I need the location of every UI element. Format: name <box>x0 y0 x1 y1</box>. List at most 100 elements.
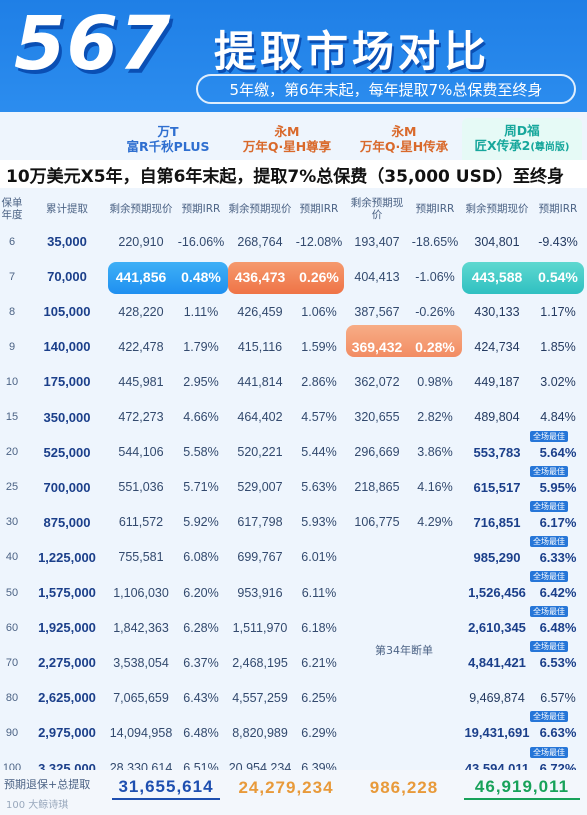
scenario-banner: 10万美元X5年，自第6年末起，提取7%总保费（35,000 USD）至终身 <box>0 160 587 188</box>
column-header-3-line2: 万年Q·星H传承 <box>359 139 449 154</box>
cell-cum: 105,000 <box>43 304 91 320</box>
cell-cum: 1,575,000 <box>38 585 96 600</box>
cell-year: 20 <box>5 446 19 459</box>
column-header-3-line1: 永M <box>391 124 417 139</box>
cell-cum: 35,000 <box>47 234 87 249</box>
cell-v2: 953,916 <box>237 585 283 600</box>
th-year: 保单年度 <box>1 197 23 221</box>
cell-v4: 19,431,691 <box>464 725 530 741</box>
cell-i1: 5.58% <box>183 445 219 460</box>
column-header-4: 周D福 匠X传承2(尊尚版) <box>462 118 582 160</box>
cell-i1: 1.11% <box>183 304 219 319</box>
best-badge: 全场最佳 <box>530 430 568 442</box>
cell-v2: 2,468,195 <box>232 655 288 670</box>
cell-v1: 445,981 <box>118 374 164 389</box>
cell-i2: 6.21% <box>301 655 337 670</box>
cell-i2: 5.63% <box>301 480 337 495</box>
lapse-note: 第34年断单 <box>375 644 433 657</box>
cell-i1: 5.92% <box>183 515 219 530</box>
column-header-3: 永M 万年Q·星H传承 <box>346 118 462 160</box>
cell-v3: 387,567 <box>354 304 400 319</box>
best-badge: 全场最佳 <box>530 535 568 547</box>
cell-v2: 617,798 <box>237 515 283 530</box>
cell-v3: 404,413 <box>354 269 400 284</box>
cell-i4: 1.85% <box>540 339 576 354</box>
cell-cum: 1,925,000 <box>38 620 96 636</box>
cell-year: 40 <box>5 551 19 564</box>
cell-i3: 0.98% <box>417 374 453 389</box>
footer-total-3: 986,228 <box>369 778 439 797</box>
cell-v1: 472,273 <box>118 410 164 424</box>
comparison-panel <box>0 112 587 815</box>
cell-v3: 320,655 <box>354 410 400 424</box>
cell-v2: 436,473 <box>234 268 286 285</box>
highlight-col2-year7 <box>228 262 344 294</box>
th-irr-1: 预期IRR <box>181 203 221 215</box>
cell-i1: 6.43% <box>183 690 219 705</box>
cell-cum: 2,275,000 <box>38 655 96 671</box>
table-row: 30 875,000 611,572 5.92% 617,798 5.93% 106,775… <box>0 500 587 540</box>
cell-i3: -0.26% <box>415 304 455 319</box>
cell-i4: 6.42% <box>539 585 577 600</box>
cell-v3: 296,669 <box>354 445 400 460</box>
cell-cum: 875,000 <box>43 514 91 530</box>
th-value-3: 剩余预期现价 <box>350 197 404 221</box>
highlight-col3-year9 <box>346 325 462 357</box>
cell-v2: 415,116 <box>237 339 283 354</box>
cell-v1: 1,106,030 <box>113 585 169 600</box>
cell-v1: 1,842,363 <box>113 620 169 635</box>
column-header-4-tag: (尊尚版) <box>530 142 570 153</box>
cell-year: 7 <box>8 270 16 283</box>
cell-v1: 428,220 <box>118 304 164 319</box>
table-row: 25 700,000 551,036 5.71% 529,007 5.63% 218,865… <box>0 465 587 505</box>
cell-i1: 6.28% <box>183 620 219 635</box>
cell-year: 60 <box>5 621 19 634</box>
footer-totals <box>0 770 587 815</box>
cell-year: 30 <box>5 516 19 529</box>
cell-i4: 5.95% <box>539 479 577 495</box>
th-cumulative: 累计提取 <box>46 203 88 215</box>
cell-i2: 4.57% <box>301 410 337 424</box>
cell-i3: 3.86% <box>417 445 453 460</box>
cell-v4: 553,783 <box>473 444 521 460</box>
cell-cum: 70,000 <box>47 269 87 285</box>
table-row: 10 175,000 445,981 2.95% 441,814 2.86% 362,072… <box>0 364 587 399</box>
header-big-number: 567 <box>14 1 172 87</box>
th-value-4: 剩余预期现价 <box>465 203 529 215</box>
cell-v4: 1,526,456 <box>468 585 526 600</box>
cell-i3 <box>408 680 462 715</box>
best-badge: 全场最佳 <box>530 465 568 477</box>
cell-v4: 443,588 <box>471 268 523 285</box>
watermark-text: 大鲸诗琪 <box>28 800 69 811</box>
th-irr-2: 预期IRR <box>299 203 339 215</box>
cell-i1: 1.79% <box>183 339 219 354</box>
cell-v1: 441,856 <box>115 268 167 285</box>
footer-total-1: 31,655,614 <box>112 776 220 800</box>
column-header-4-line2: 匠X传承2(尊尚版) <box>475 138 570 155</box>
footer-label-line1: 预期退保+总提取 <box>4 778 91 791</box>
cell-i3 <box>408 575 462 610</box>
cell-v2: 4,557,259 <box>232 690 288 705</box>
cell-year: 80 <box>5 691 19 704</box>
cell-v2: 268,764 <box>237 234 283 249</box>
cell-i1: 4.66% <box>183 410 219 424</box>
cell-i4: 6.57% <box>540 690 576 705</box>
cell-cum: 175,000 <box>43 374 91 390</box>
cell-year: 8 <box>8 305 16 318</box>
cell-v2: 1,511,970 <box>232 620 288 635</box>
column-header-1-line2: 富R千秋PLUS <box>126 139 210 154</box>
cell-v2: 8,820,989 <box>232 725 288 740</box>
cell-cum: 140,000 <box>43 339 91 355</box>
cell-i2: 6.18% <box>301 620 337 635</box>
cell-v4: 9,469,874 <box>469 690 525 705</box>
cell-i2: 2.86% <box>301 374 337 389</box>
highlight-col4-year7 <box>462 262 584 294</box>
cell-i1: 6.37% <box>183 655 219 670</box>
cell-v1: 551,036 <box>118 480 164 495</box>
cell-i4: 6.33% <box>539 549 577 565</box>
best-badge: 全场最佳 <box>530 606 568 618</box>
table-row: 6 35,000 220,910 -16.06% 268,764 -12.08% 193,4… <box>0 224 587 259</box>
cell-i3: -18.65% <box>411 234 459 249</box>
cell-v1: 422,478 <box>118 339 164 354</box>
cell-v3: 106,775 <box>354 515 400 530</box>
